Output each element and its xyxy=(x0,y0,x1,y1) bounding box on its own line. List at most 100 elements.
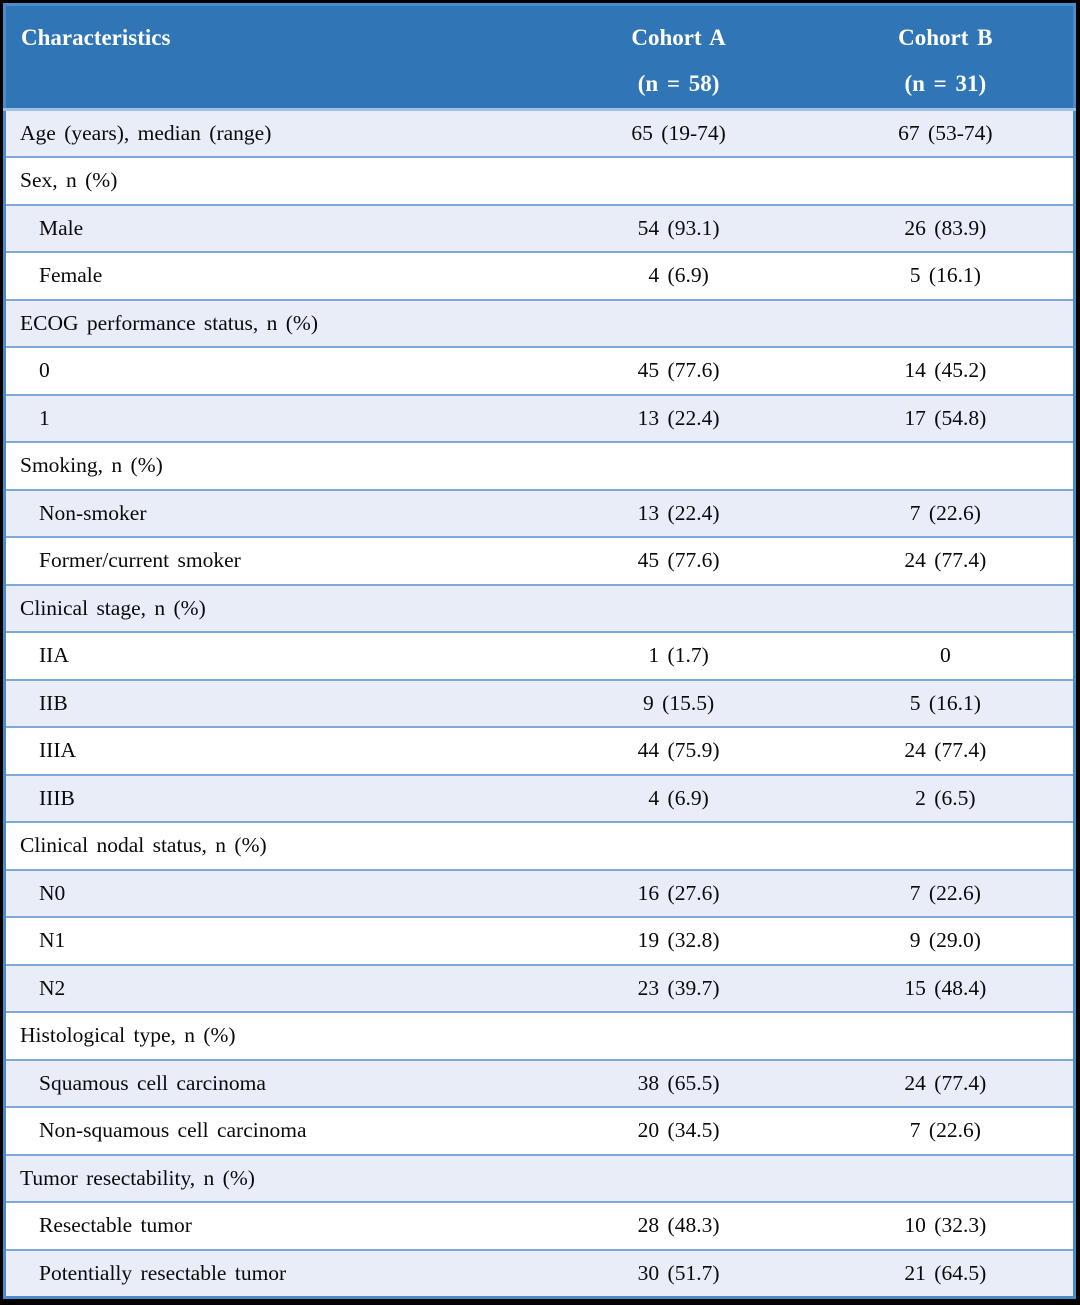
cohort-b-value-cell: 10 (32.3) xyxy=(817,1201,1075,1250)
table-row: IIB 9 (15.5) 5 (16.1) xyxy=(4,678,1075,727)
table-body: Age (years), median (range) 65 (19-74) 6… xyxy=(4,109,1075,1297)
patient-characteristics-table: Characteristics Cohort A (n = 58) Cohort… xyxy=(3,3,1076,1299)
cohort-b-value-cell: 5 (16.1) xyxy=(817,678,1075,727)
table-row: IIA 1 (1.7) 0 xyxy=(4,631,1075,680)
table-row: Clinical stage, n (%) xyxy=(4,583,1075,632)
table-row: Female 4 (6.9) 5 (16.1) xyxy=(4,251,1075,300)
characteristic-cell: IIB xyxy=(4,678,540,727)
cohort-a-value-cell: 23 (39.7) xyxy=(539,963,818,1012)
characteristic-cell: Former/current smoker xyxy=(4,536,540,585)
cohort-a-value-cell: 4 (6.9) xyxy=(539,773,818,822)
table-row: Sex, n (%) xyxy=(4,156,1075,205)
cohort-b-value-cell: 21 (64.5) xyxy=(817,1248,1075,1297)
cohort-b-value-cell: 17 (54.8) xyxy=(817,393,1075,442)
table-row: Resectable tumor 28 (48.3) 10 (32.3) xyxy=(4,1201,1075,1250)
characteristic-cell: 0 xyxy=(4,346,540,395)
cohort-a-value-cell: 13 (22.4) xyxy=(539,393,818,442)
cohort-b-value-cell xyxy=(817,156,1075,205)
cohort-b-value-cell: 26 (83.9) xyxy=(817,203,1075,252)
characteristic-cell: Non-squamous cell carcinoma xyxy=(4,1106,540,1155)
table-row: IIIB 4 (6.9) 2 (6.5) xyxy=(4,773,1075,822)
cohort-a-value-cell: 19 (32.8) xyxy=(539,916,818,965)
table-row: Former/current smoker 45 (77.6) 24 (77.4… xyxy=(4,536,1075,585)
header-cohort-b-name: Cohort B xyxy=(898,25,993,50)
header-cohort-a-n: (n = 58) xyxy=(637,71,720,96)
characteristic-cell: Sex, n (%) xyxy=(4,156,540,205)
cohort-b-value-cell: 15 (48.4) xyxy=(817,963,1075,1012)
table-row: Non-smoker 13 (22.4) 7 (22.6) xyxy=(4,488,1075,537)
characteristic-cell: N1 xyxy=(4,916,540,965)
cohort-b-value-cell: 5 (16.1) xyxy=(817,251,1075,300)
characteristic-cell: Non-smoker xyxy=(4,488,540,537)
cohort-b-value-cell: 9 (29.0) xyxy=(817,916,1075,965)
cohort-a-value-cell: 54 (93.1) xyxy=(539,203,818,252)
header-characteristics-spacer xyxy=(7,61,539,107)
cohort-a-value-cell xyxy=(539,1011,818,1060)
cohort-a-value-cell: 16 (27.6) xyxy=(539,868,818,917)
cohort-b-value-cell: 7 (22.6) xyxy=(817,488,1075,537)
table-row: Histological type, n (%) xyxy=(4,1011,1075,1060)
characteristic-cell: Age (years), median (range) xyxy=(4,109,540,157)
characteristic-cell: Male xyxy=(4,203,540,252)
characteristic-cell: Resectable tumor xyxy=(4,1201,540,1250)
cohort-b-value-cell xyxy=(817,821,1075,870)
cohort-a-value-cell xyxy=(539,821,818,870)
characteristics-table-frame: Characteristics Cohort A (n = 58) Cohort… xyxy=(3,3,1076,1299)
cohort-a-value-cell: 4 (6.9) xyxy=(539,251,818,300)
characteristic-cell: IIA xyxy=(4,631,540,680)
table-row: N0 16 (27.6) 7 (22.6) xyxy=(4,868,1075,917)
cohort-a-value-cell: 44 (75.9) xyxy=(539,726,818,775)
table-row: ECOG performance status, n (%) xyxy=(4,298,1075,347)
cohort-a-value-cell xyxy=(539,156,818,205)
cohort-b-value-cell: 0 xyxy=(817,631,1075,680)
cohort-a-value-cell: 1 (1.7) xyxy=(539,631,818,680)
cohort-a-value-cell: 38 (65.5) xyxy=(539,1058,818,1107)
characteristic-cell: 1 xyxy=(4,393,540,442)
header-cohort-b: Cohort B (n = 31) xyxy=(817,4,1075,111)
characteristic-cell: Squamous cell carcinoma xyxy=(4,1058,540,1107)
table-row: Potentially resectable tumor 30 (51.7) 2… xyxy=(4,1248,1075,1297)
cohort-b-value-cell: 7 (22.6) xyxy=(817,1106,1075,1155)
table-row: N1 19 (32.8) 9 (29.0) xyxy=(4,916,1075,965)
cohort-a-value-cell xyxy=(539,1153,818,1202)
characteristic-cell: Female xyxy=(4,251,540,300)
characteristic-cell: IIIA xyxy=(4,726,540,775)
cohort-b-value-cell: 24 (77.4) xyxy=(817,1058,1075,1107)
characteristic-cell: IIIB xyxy=(4,773,540,822)
cohort-a-value-cell xyxy=(539,583,818,632)
characteristic-cell: Clinical stage, n (%) xyxy=(4,583,540,632)
characteristic-cell: Smoking, n (%) xyxy=(4,441,540,490)
cohort-b-value-cell xyxy=(817,441,1075,490)
table-row: Squamous cell carcinoma 38 (65.5) 24 (77… xyxy=(4,1058,1075,1107)
cohort-a-value-cell: 13 (22.4) xyxy=(539,488,818,537)
characteristic-cell: Potentially resectable tumor xyxy=(4,1248,540,1297)
cohort-b-value-cell: 24 (77.4) xyxy=(817,726,1075,775)
characteristic-cell: Tumor resectability, n (%) xyxy=(4,1153,540,1202)
characteristic-cell: ECOG performance status, n (%) xyxy=(4,298,540,347)
header-cohort-b-n: (n = 31) xyxy=(904,71,987,96)
cohort-a-value-cell: 30 (51.7) xyxy=(539,1248,818,1297)
table-header: Characteristics Cohort A (n = 58) Cohort… xyxy=(4,4,1075,111)
header-cohort-a: Cohort A (n = 58) xyxy=(539,4,818,111)
cohort-a-value-cell: 20 (34.5) xyxy=(539,1106,818,1155)
cohort-a-value-cell: 45 (77.6) xyxy=(539,346,818,395)
table-row: Age (years), median (range) 65 (19-74) 6… xyxy=(4,109,1075,157)
table-row: Clinical nodal status, n (%) xyxy=(4,821,1075,870)
table-row: IIIA 44 (75.9) 24 (77.4) xyxy=(4,726,1075,775)
characteristic-cell: Clinical nodal status, n (%) xyxy=(4,821,540,870)
cohort-b-value-cell xyxy=(817,1011,1075,1060)
cohort-b-value-cell xyxy=(817,583,1075,632)
characteristic-cell: Histological type, n (%) xyxy=(4,1011,540,1060)
cohort-a-value-cell: 28 (48.3) xyxy=(539,1201,818,1250)
cohort-b-value-cell: 14 (45.2) xyxy=(817,346,1075,395)
cohort-b-value-cell: 67 (53-74) xyxy=(817,109,1075,157)
cohort-a-value-cell: 9 (15.5) xyxy=(539,678,818,727)
table-row: 1 13 (22.4) 17 (54.8) xyxy=(4,393,1075,442)
table-row: N2 23 (39.7) 15 (48.4) xyxy=(4,963,1075,1012)
cohort-a-value-cell: 65 (19-74) xyxy=(539,109,818,157)
cohort-b-value-cell: 7 (22.6) xyxy=(817,868,1075,917)
table-row: Non-squamous cell carcinoma 20 (34.5) 7 … xyxy=(4,1106,1075,1155)
header-characteristics: Characteristics xyxy=(4,4,540,111)
cohort-b-value-cell xyxy=(817,1153,1075,1202)
table-row: 0 45 (77.6) 14 (45.2) xyxy=(4,346,1075,395)
